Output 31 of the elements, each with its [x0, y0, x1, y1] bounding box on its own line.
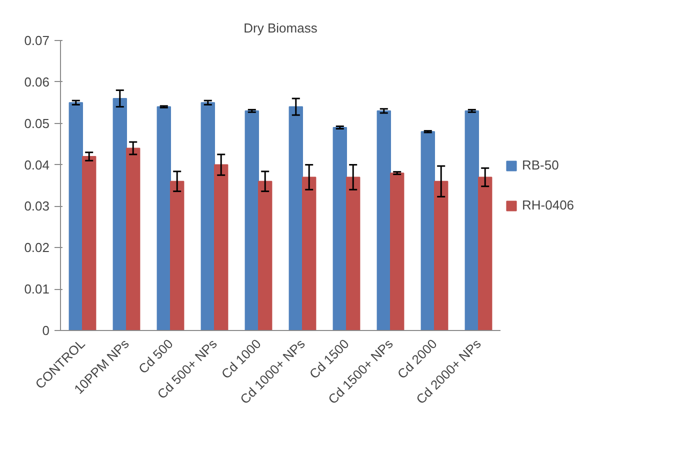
bar: [420, 131, 435, 330]
bar: [434, 180, 448, 330]
bar: [244, 110, 259, 330]
y-tick-label: 0.06: [24, 74, 50, 90]
legend-label: RB-50: [522, 158, 559, 172]
bar: [346, 176, 360, 330]
bar: [258, 180, 272, 330]
bar: [390, 172, 404, 330]
y-tick-label: 0.03: [24, 198, 50, 214]
y-tick-label: 0.01: [24, 282, 50, 297]
bar: [214, 164, 228, 330]
bar: [376, 110, 391, 330]
y-tick-label: 0.04: [24, 157, 50, 172]
y-tick-label: 0: [42, 323, 50, 338]
bar: [464, 110, 479, 330]
bar: [478, 176, 492, 330]
bar: [170, 180, 184, 330]
legend-label: RH-0406: [522, 198, 574, 212]
bar: [288, 106, 303, 330]
bar: [332, 127, 347, 330]
bar: [200, 102, 215, 330]
chart-title: Dry Biomass: [244, 20, 318, 36]
bar: [156, 106, 171, 330]
bar: [68, 102, 83, 330]
y-tick-label: 0.07: [24, 33, 50, 48]
y-tick-label: 0.05: [24, 116, 50, 131]
bar: [302, 176, 316, 330]
bar: [126, 148, 140, 330]
y-tick-label: 0.02: [24, 240, 50, 256]
bar: [112, 98, 127, 330]
bar: [82, 156, 96, 330]
